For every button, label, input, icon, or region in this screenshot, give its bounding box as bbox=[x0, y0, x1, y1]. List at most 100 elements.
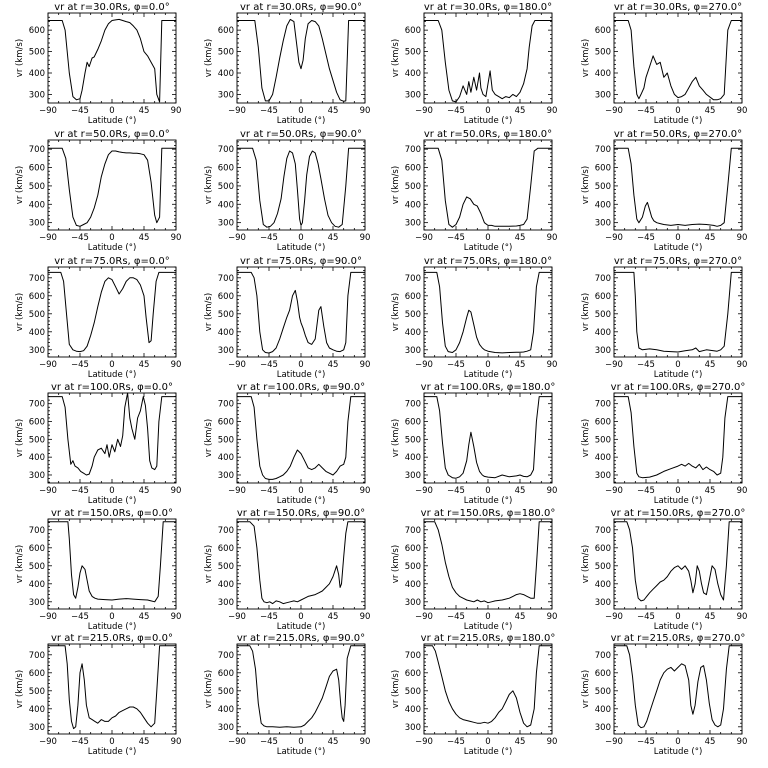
x-tick-label: 90 bbox=[547, 106, 558, 116]
panel-title: vr at r=50.0Rs, φ=180.0° bbox=[424, 129, 552, 140]
panel-title: vr at r=30.0Rs, φ=0.0° bbox=[54, 2, 170, 13]
x-tick-label: −90 bbox=[39, 612, 57, 622]
panel-2-2: vr at r=50.0Rs, φ=90.0° −90 −45 0 45 90 300 400… bbox=[204, 129, 370, 253]
x-tick-label: −45 bbox=[447, 486, 465, 496]
y-tick-label: 700 bbox=[595, 526, 611, 536]
y-tick-label: 500 bbox=[218, 310, 234, 320]
y-tick-label: 700 bbox=[218, 274, 234, 284]
x-tick-label: −90 bbox=[228, 737, 246, 747]
x-tick-label: 45 bbox=[328, 612, 339, 622]
x-tick-label: 45 bbox=[328, 737, 339, 747]
x-tick-label: 0 bbox=[485, 486, 490, 496]
y-tick-label: 700 bbox=[405, 145, 421, 155]
series-line bbox=[237, 147, 365, 228]
y-tick-label: 400 bbox=[595, 69, 611, 79]
plot-frame bbox=[423, 139, 553, 231]
y-axis-label: vr (km/s) bbox=[581, 419, 591, 457]
x-tick-label: 90 bbox=[737, 486, 748, 496]
y-tick-label: 500 bbox=[29, 48, 45, 58]
x-axis-label: Latitude (°) bbox=[88, 243, 137, 253]
panel-title: vr at r=75.0Rs, φ=270.0° bbox=[614, 256, 742, 267]
x-tick-label: −90 bbox=[605, 486, 623, 496]
x-tick-label: −90 bbox=[605, 737, 623, 747]
y-tick-label: 300 bbox=[595, 598, 611, 608]
x-tick-label: 90 bbox=[360, 486, 371, 496]
y-tick-label: 300 bbox=[405, 90, 421, 100]
plot-frame bbox=[47, 518, 177, 610]
x-tick-label: 0 bbox=[485, 360, 490, 370]
y-tick-label: 600 bbox=[29, 544, 45, 554]
y-tick-label: 400 bbox=[218, 200, 234, 210]
panel-1-4: vr at r=30.0Rs, φ=270.0° −90 −45 0 45 90 300 40… bbox=[581, 2, 747, 126]
y-tick-label: 600 bbox=[405, 418, 421, 428]
x-tick-label: 90 bbox=[547, 486, 558, 496]
x-tick-label: −90 bbox=[415, 106, 433, 116]
y-tick-label: 300 bbox=[29, 90, 45, 100]
y-tick-label: 400 bbox=[595, 580, 611, 590]
x-axis-label: Latitude (°) bbox=[464, 747, 513, 757]
y-tick-label: 400 bbox=[29, 580, 45, 590]
y-tick-label: 600 bbox=[29, 669, 45, 679]
x-tick-label: −90 bbox=[415, 486, 433, 496]
y-tick-label: 400 bbox=[405, 453, 421, 463]
panel-5-4: vr at r=150.0Rs, φ=270.0° −90 −45 0 45 90 300 4… bbox=[581, 508, 747, 632]
plot-frame bbox=[423, 643, 553, 735]
x-tick-label: −90 bbox=[605, 106, 623, 116]
y-tick-label: 600 bbox=[405, 164, 421, 174]
x-tick-label: 0 bbox=[675, 612, 680, 622]
series-line bbox=[614, 521, 742, 602]
panel-title: vr at r=75.0Rs, φ=0.0° bbox=[54, 256, 170, 267]
x-tick-label: 0 bbox=[675, 360, 680, 370]
y-tick-label: 700 bbox=[405, 526, 421, 536]
y-tick-label: 400 bbox=[405, 200, 421, 210]
y-axis-label: vr (km/s) bbox=[204, 545, 214, 583]
series-line bbox=[424, 271, 552, 354]
series-line bbox=[614, 20, 742, 101]
x-tick-label: 90 bbox=[737, 737, 748, 747]
series-line bbox=[48, 392, 176, 476]
y-tick-label: 500 bbox=[405, 48, 421, 58]
y-axis-label: vr (km/s) bbox=[581, 39, 591, 77]
panel-title: vr at r=50.0Rs, φ=270.0° bbox=[614, 129, 742, 140]
x-tick-label: 45 bbox=[328, 486, 339, 496]
x-tick-label: −90 bbox=[39, 486, 57, 496]
panel-title: vr at r=100.0Rs, φ=90.0° bbox=[237, 382, 365, 393]
series-line bbox=[48, 521, 176, 603]
x-axis-label: Latitude (°) bbox=[88, 496, 137, 506]
series-line bbox=[424, 20, 552, 103]
panel-title: vr at r=215.0Rs, φ=0.0° bbox=[51, 633, 173, 644]
series-line bbox=[48, 271, 176, 353]
y-axis-label: vr (km/s) bbox=[581, 545, 591, 583]
x-tick-label: −45 bbox=[71, 737, 89, 747]
plot-frame bbox=[423, 12, 553, 104]
x-axis-label: Latitude (°) bbox=[277, 496, 326, 506]
x-tick-label: 45 bbox=[328, 233, 339, 243]
x-tick-label: 45 bbox=[139, 612, 150, 622]
y-tick-label: 300 bbox=[405, 346, 421, 356]
y-tick-label: 300 bbox=[29, 346, 45, 356]
y-tick-label: 500 bbox=[29, 182, 45, 192]
y-tick-label: 500 bbox=[405, 562, 421, 572]
x-tick-label: −90 bbox=[39, 360, 57, 370]
plot-frame bbox=[47, 139, 177, 231]
y-axis-label: vr (km/s) bbox=[204, 293, 214, 331]
x-axis-label: Latitude (°) bbox=[464, 496, 513, 506]
x-tick-label: 45 bbox=[328, 106, 339, 116]
y-tick-label: 400 bbox=[595, 705, 611, 715]
x-tick-label: −45 bbox=[637, 737, 655, 747]
x-tick-label: −45 bbox=[637, 106, 655, 116]
x-tick-label: −45 bbox=[637, 233, 655, 243]
y-tick-label: 600 bbox=[405, 669, 421, 679]
y-tick-label: 700 bbox=[29, 145, 45, 155]
y-tick-label: 700 bbox=[218, 526, 234, 536]
panel-4-1: vr at r=100.0Rs, φ=0.0° −90 −45 0 45 90 300 400… bbox=[15, 382, 181, 506]
x-tick-label: −45 bbox=[71, 360, 89, 370]
panel-2-3: vr at r=50.0Rs, φ=180.0° −90 −45 0 45 90 300 40… bbox=[391, 129, 557, 253]
panel-1-3: vr at r=30.0Rs, φ=180.0° −90 −45 0 45 90 300 40… bbox=[391, 2, 557, 126]
series-line bbox=[48, 147, 176, 227]
y-tick-label: 400 bbox=[29, 705, 45, 715]
x-tick-label: 45 bbox=[139, 106, 150, 116]
x-axis-label: Latitude (°) bbox=[277, 747, 326, 757]
x-axis-label: Latitude (°) bbox=[654, 622, 703, 632]
x-tick-label: −90 bbox=[228, 612, 246, 622]
